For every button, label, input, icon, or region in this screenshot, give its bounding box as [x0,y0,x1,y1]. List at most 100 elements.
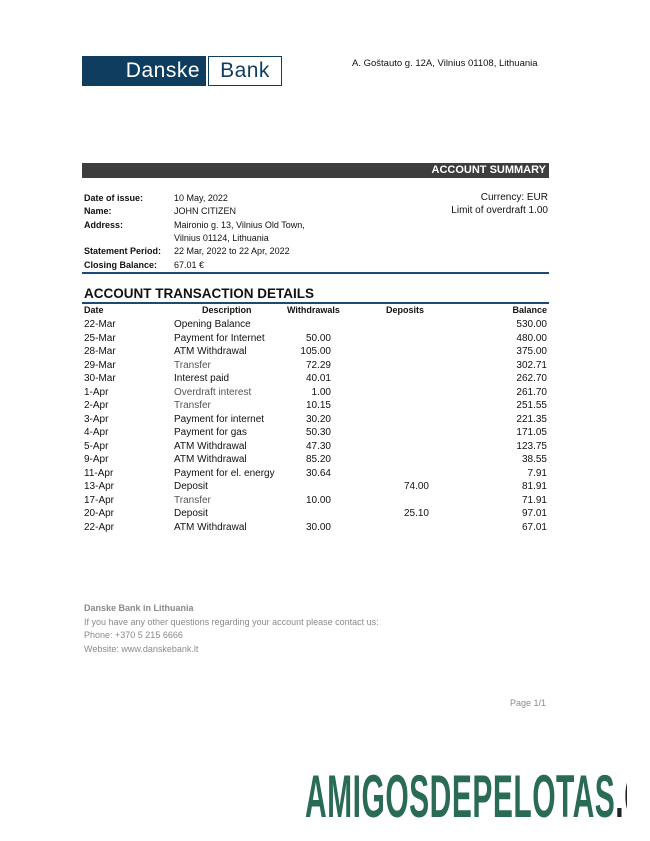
table-row: 22-Mar Opening Balance 530.00 [0,319,650,333]
cell-date: 5-Apr [84,440,109,452]
table-row: 28-Mar ATM Withdrawal 105.00 375.00 [0,346,650,360]
header-date: Date [84,305,104,315]
table-row: 29-Mar Transfer 72.29 302.71 [0,360,650,374]
header-description: Description [202,305,252,315]
cell-balance: 261.70 [516,386,547,398]
cell-withdrawal: 50.00 [305,332,331,344]
closing-value: 67.01 € [174,260,205,270]
cell-description: Overdraft interest [174,386,252,398]
cell-balance: 262.70 [516,373,547,384]
table-row: 1-Apr Overdraft interest 1.00 261.70 [0,387,650,401]
cell-description: Transfer [174,400,211,411]
cell-date: 22-Mar [84,319,116,330]
name-label: Name: [84,206,112,216]
cell-description: ATM Withdrawal [174,346,247,357]
table-row: 13-Apr Deposit 74.00 81.91 [0,481,650,495]
cell-description: Interest paid [174,373,230,384]
footer-phone: Phone: +370 5 215 6666 [84,630,183,640]
watermark-main: AMIGOSDEPELOTAS [305,772,616,822]
footer-website: Website: www.danskebank.lt [84,644,199,654]
cell-deposit: 25.10 [403,508,429,519]
cell-balance: 123.75 [516,440,547,452]
address-line2: Vilnius 01124, Lithuania [174,233,269,243]
currency: Currency: EUR [480,192,548,203]
account-summary-heading: ACCOUNT SUMMARY [82,163,549,178]
cell-withdrawal: 72.29 [305,359,331,371]
table-row: 25-Mar Payment for Internet 50.00 480.00 [0,333,650,347]
page-number: Page 1/1 [510,698,547,708]
header-withdrawals: Withdrawals [287,305,340,315]
table-row: 22-Apr ATM Withdrawal 30.00 67.01 [0,522,650,536]
cell-withdrawal: 30.00 [305,521,331,533]
table-row: 20-Apr Deposit 25.10 97.01 [0,508,650,522]
cell-balance: 375.00 [516,346,547,357]
cell-description: Payment for internet [174,413,265,425]
cell-date: 3-Apr [84,413,109,425]
overdraft-limit: Limit of overdraft 1.00 [451,205,548,216]
cell-withdrawal: 105.00 [300,346,331,357]
cell-balance: 38.55 [521,454,547,465]
cell-description: Payment for gas [174,427,247,438]
cell-date: 2-Apr [84,400,109,411]
cell-date: 30-Mar [84,373,116,384]
cell-balance: 480.00 [516,332,547,344]
cell-withdrawal: 10.00 [305,494,331,506]
watermark-tld: .COM [615,772,627,822]
period-value: 22 Mar, 2022 to 22 Apr, 2022 [174,246,290,256]
cell-description: Payment for el. energy [174,467,275,479]
date-label: Date of issue: [84,193,144,203]
table-row: 11-Apr Payment for el. energy 30.64 7.91 [0,468,650,482]
cell-date: 1-Apr [84,386,109,398]
table-row: 5-Apr ATM Withdrawal 47.30 123.75 [0,441,650,455]
cell-description: Payment for Internet [174,332,265,344]
cell-balance: 97.01 [521,508,547,519]
footer-bank: Danske Bank in Lithuania [84,603,194,613]
cell-date: 25-Mar [84,332,116,344]
address-line1: Maironio g. 13, Vilnius Old Town, [174,220,305,230]
header-deposits: Deposits [386,305,425,315]
cell-withdrawal: 30.64 [305,467,331,479]
cell-date: 11-Apr [84,467,114,479]
cell-withdrawal: 47.30 [305,440,331,452]
cell-balance: 171.05 [516,427,547,438]
cell-balance: 81.91 [521,481,547,492]
cell-deposit: 74.00 [403,481,429,492]
divider [82,272,549,274]
table-row: 3-Apr Payment for internet 30.20 221.35 [0,414,650,428]
logo-bank: Bank [208,56,282,86]
watermark: AMIGOSDEPELOTAS.COM [305,772,627,822]
divider [82,302,549,304]
name-value: JOHN CITIZEN [174,206,236,216]
table-row: 4-Apr Payment for gas 50.30 171.05 [0,427,650,441]
footer-contact: If you have any other questions regardin… [84,617,379,627]
table-row: 30-Mar Interest paid 40.01 262.70 [0,373,650,387]
cell-description: Transfer [174,359,211,371]
header-balance: Balance [512,305,547,315]
cell-withdrawal: 85.20 [305,454,331,465]
cell-withdrawal: 50.30 [305,427,331,438]
cell-date: 20-Apr [84,508,115,519]
cell-description: ATM Withdrawal [174,521,247,533]
transactions-title: ACCOUNT TRANSACTION DETAILS [84,286,314,301]
cell-description: Deposit [174,508,208,519]
closing-label: Closing Balance: [84,260,158,270]
cell-balance: 7.91 [527,467,547,479]
cell-withdrawal: 40.01 [305,373,331,384]
cell-withdrawal: 30.20 [305,413,331,425]
cell-description: Transfer [174,494,211,506]
cell-date: 9-Apr [84,454,109,465]
cell-balance: 67.01 [521,521,547,533]
cell-date: 17-Apr [84,494,115,506]
cell-date: 28-Mar [84,346,116,357]
address-label: Address: [84,220,124,230]
table-row: 9-Apr ATM Withdrawal 85.20 38.55 [0,454,650,468]
logo-danske: Danske [82,56,206,86]
cell-withdrawal: 1.00 [311,386,331,398]
table-row: 2-Apr Transfer 10.15 251.55 [0,400,650,414]
cell-date: 13-Apr [84,481,115,492]
cell-description: ATM Withdrawal [174,440,247,452]
table-row: 17-Apr Transfer 10.00 71.91 [0,495,650,509]
cell-balance: 71.91 [521,494,547,506]
cell-balance: 221.35 [516,413,547,425]
date-value: 10 May, 2022 [174,193,228,203]
